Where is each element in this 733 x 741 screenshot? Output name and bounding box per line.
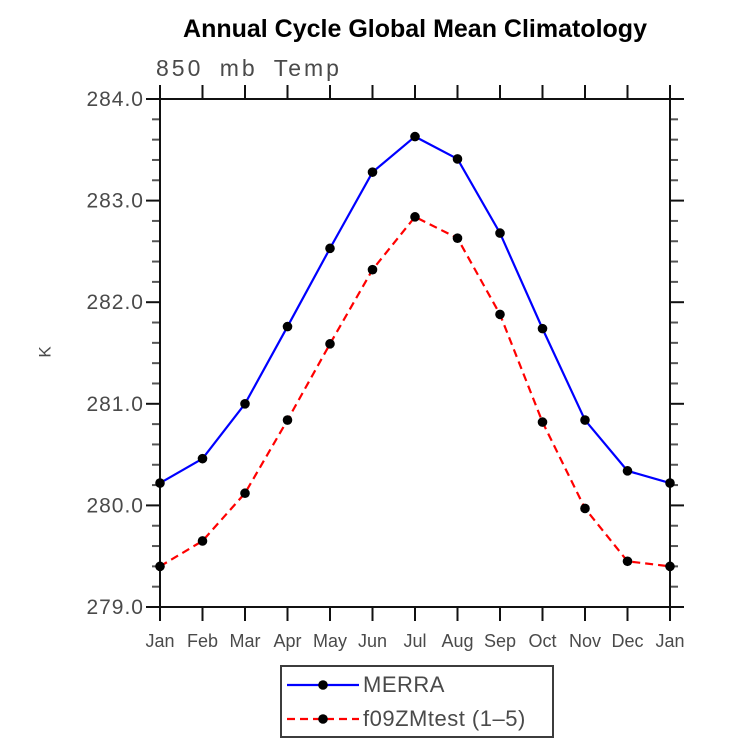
merra-data-point: [537, 323, 548, 334]
f09zmtest-data-point: [155, 561, 165, 572]
merra-data-point: [325, 243, 335, 254]
f09zmtest-data-point: [622, 556, 633, 567]
y-tick-label: 282.0: [86, 291, 144, 314]
merra-data-point: [495, 228, 505, 238]
y-axis-label: K: [35, 346, 55, 358]
f09zmtest-data-point: [240, 488, 250, 499]
y-tick-label: 284.0: [86, 88, 144, 111]
x-tick-label: Oct: [528, 631, 556, 651]
merra-data-point: [665, 478, 675, 488]
x-tick-label: Nov: [569, 631, 601, 651]
x-tick-label: Dec: [611, 631, 643, 651]
x-tick-label: Jul: [403, 631, 426, 651]
f09zmtest-data-point: [282, 415, 293, 425]
x-tick-label: Apr: [273, 631, 301, 651]
f09zmtest-data-point: [665, 561, 675, 572]
merra-data-point: [452, 154, 463, 164]
f09zmtest-data-point: [410, 212, 420, 222]
f09zmtest-data-point: [367, 264, 378, 275]
merra-data-point: [410, 131, 420, 142]
x-tick-label: Mar: [230, 631, 261, 651]
legend-entry-merra: MERRA: [285, 668, 552, 701]
merra-data-point: [367, 167, 378, 177]
legend-label-f09zmtest: f09ZMtest (1–5): [363, 705, 526, 731]
chart-title: Annual Cycle Global Mean Climatology: [183, 15, 647, 43]
x-tick-label: May: [313, 631, 347, 651]
x-tick-label: Jan: [655, 631, 684, 651]
f09zmtest-data-point: [452, 233, 463, 243]
x-tick-label: Feb: [187, 631, 218, 651]
merra-data-point: [197, 453, 208, 464]
f09zmtest-sample-marker: [318, 713, 328, 724]
x-tick-label: Sep: [484, 631, 516, 651]
x-tick-label: Aug: [441, 631, 473, 651]
f09zmtest-data-point: [325, 339, 335, 349]
x-tick-label: Jun: [358, 631, 387, 651]
legend-box: MERRA f09ZMtest (1–5): [280, 665, 554, 738]
merra-line-sample: [287, 679, 359, 690]
f09zmtest-data-point: [197, 536, 208, 546]
y-tick-label: 279.0: [86, 596, 144, 619]
f09zmtest-data-point: [580, 503, 590, 514]
f09zmtest-data-point: [495, 309, 505, 320]
f09zmtest-data-point: [537, 417, 548, 427]
legend-label-merra: MERRA: [363, 671, 445, 697]
y-tick-label: 280.0: [86, 494, 144, 517]
legend-entry-f09zmtest: f09ZMtest (1–5): [285, 702, 552, 735]
merra-data-point: [240, 399, 250, 409]
merra-data-point: [580, 415, 590, 425]
x-tick-label: Jan: [145, 631, 174, 651]
f09zmtest-line: [159, 215, 671, 568]
y-tick-label: 281.0: [86, 393, 144, 416]
merra-data-point: [622, 466, 633, 476]
merra-data-point: [282, 321, 293, 332]
chart-subtitle: 850 mb Temp: [156, 55, 342, 81]
f09zmtest-line-sample: [287, 713, 359, 724]
y-tick-label: 283.0: [86, 190, 144, 213]
plot-frame: [159, 98, 671, 608]
merra-data-point: [155, 478, 165, 488]
merra-sample-marker: [318, 679, 328, 690]
merra-line: [159, 135, 671, 485]
